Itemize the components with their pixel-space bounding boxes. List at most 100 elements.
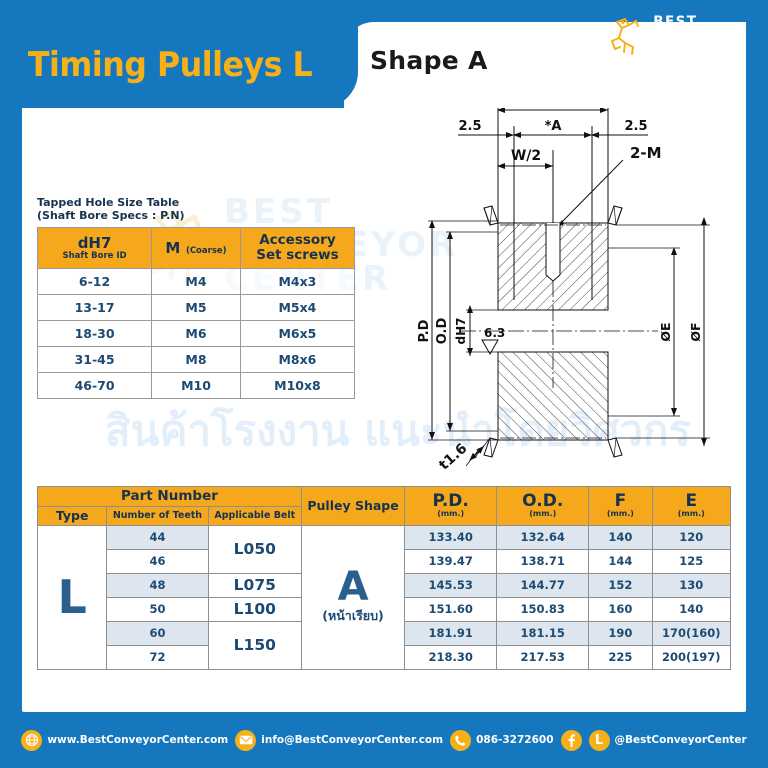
tapped-m-cell: M8 [151, 346, 241, 374]
spec-e-cell: 130 [651, 572, 732, 598]
tapped-bore-cell: 18-30 [36, 320, 153, 348]
spec-e-cell: 170(160) [651, 620, 732, 646]
footer-facebook-item[interactable] [560, 729, 582, 751]
brand-logo: BEST CONVEYOR CENTER [608, 13, 748, 58]
spec-col-od-unit: (mm.) [529, 508, 557, 518]
tapped-hole-col-bore: dH7 Shaft Bore ID [36, 226, 153, 270]
spec-pd-cell: 151.60 [404, 596, 498, 622]
spec-shape-value: A [337, 564, 369, 611]
spec-col-f: F (mm.) [588, 486, 653, 526]
table-row: 46-70 M10 M10x8 [36, 372, 356, 400]
spec-teeth-cell: 72 [106, 644, 209, 670]
spec-col-part-number: Part Number [37, 486, 302, 507]
envelope-icon [235, 729, 257, 751]
spec-belt-value: L100 [233, 600, 276, 619]
tapped-m-cell: M4 [151, 268, 241, 296]
spec-f-cell: 225 [588, 644, 653, 670]
tapped-bore-cell: 6-12 [36, 268, 153, 296]
spec-f-cell: 140 [588, 524, 653, 550]
tapped-m-cell: M5 [151, 294, 241, 322]
tapped-hole-col-m-main: M [165, 238, 181, 257]
dim-label-dh7: dH7 [454, 318, 468, 345]
spec-e-cell: 200(197) [651, 644, 732, 670]
spec-od-cell: 144.77 [496, 572, 590, 598]
specification-table-block: Part Number Pulley Shape P.D. (mm.) O.D.… [36, 486, 732, 670]
spec-col-e: E (mm.) [651, 486, 732, 526]
phone-icon [450, 729, 472, 751]
brand-logo-line3: CENTER [653, 40, 721, 58]
spec-belt-cell: L050 [207, 524, 302, 574]
spec-belt-cell: L150 [207, 620, 302, 670]
spec-teeth-cell: 44 [106, 524, 209, 550]
footer-website-item[interactable]: www.BestConveyorCenter.com [21, 729, 228, 751]
spec-type-cell: L [36, 524, 108, 670]
spec-col-pd: P.D. (mm.) [404, 486, 498, 526]
brand-logo-line1: BEST [653, 13, 698, 31]
spec-f-cell: 190 [588, 620, 653, 646]
spec-teeth-cell: 48 [106, 572, 209, 598]
spec-belt-value: L050 [233, 540, 276, 559]
tapped-screw-cell: M5x4 [239, 294, 356, 322]
facebook-icon [560, 729, 582, 751]
page-title: Timing Pulleys L [27, 45, 313, 85]
spec-belt-cell: L075 [207, 572, 302, 598]
table-row: 31-45 M8 M8x6 [36, 346, 356, 374]
spec-col-belt: Applicable Belt [207, 505, 302, 526]
tapped-hole-col-screw-line2: Set screws [256, 246, 339, 263]
brand-logo-text: BEST CONVEYOR CENTER [653, 13, 748, 58]
specification-table: Part Number Pulley Shape P.D. (mm.) O.D.… [36, 486, 732, 670]
spec-col-type: Type [36, 505, 108, 526]
dim-label-t16: t1.6 [436, 441, 470, 474]
spec-teeth-cell: 50 [106, 596, 209, 622]
spec-header-row-2: Type Number of Teeth Applicable Belt [36, 505, 731, 526]
tapped-hole-col-screw-line1: Accessory [259, 231, 336, 248]
spec-f-cell: 160 [588, 596, 653, 622]
tapped-hole-caption-line1: Tapped Hole Size Table [37, 196, 180, 209]
dim-label-a: *A [545, 119, 562, 134]
pulley-drawing-svg: *W *A 2.5 2.5 W/2 2-M [417, 94, 710, 474]
spec-e-cell: 125 [651, 548, 732, 574]
dim-label-od: O.D [435, 318, 450, 345]
spec-e-cell: 120 [651, 524, 732, 550]
spec-col-od: O.D. (mm.) [496, 486, 590, 526]
dim-label-pd: P.D [418, 319, 432, 342]
dim-label-left-25: 2.5 [458, 119, 481, 134]
spec-od-cell: 217.53 [496, 644, 590, 670]
spec-belt-cell: L100 [207, 596, 302, 622]
tapped-m-cell: M10 [151, 372, 241, 400]
dim-label-2m: 2-M [630, 144, 662, 162]
table-row: 18-30 M6 M6x5 [36, 320, 356, 348]
footer-phone-item[interactable]: 086-3272600 [450, 729, 554, 751]
table-row: 48 L075 145.53 144.77 152 130 [38, 572, 732, 598]
footer-line-item[interactable]: L @BestConveyorCenter [588, 729, 747, 751]
spec-belt-value: L150 [233, 636, 276, 655]
tapped-bore-cell: 31-45 [36, 346, 153, 374]
tapped-hole-table-block: Tapped Hole Size Table (Shaft Bore Specs… [36, 196, 356, 400]
spec-type-value: L [57, 570, 87, 625]
spec-shape-cell: A (หน้าเรียบ) [300, 524, 406, 670]
table-row: 72 218.30 217.53 225 200(197) [38, 644, 732, 670]
tapped-hole-caption-line2: (Shaft Bore Specs : P.N) [37, 209, 185, 223]
spec-e-cell: 140 [651, 596, 732, 622]
dim-label-dia-f: ØF [688, 322, 703, 341]
spec-od-cell: 181.15 [496, 620, 590, 646]
tapped-hole-caption: Tapped Hole Size Table (Shaft Bore Specs… [37, 196, 355, 223]
spec-col-pd-unit: (mm.) [437, 508, 465, 518]
tapped-screw-cell: M6x5 [239, 320, 356, 348]
tapped-hole-col-m: M (Coarse) [151, 226, 241, 270]
footer-email-item[interactable]: info@BestConveyorCenter.com [235, 729, 443, 751]
tapped-screw-cell: M10x8 [239, 372, 356, 400]
tapped-bore-cell: 46-70 [36, 372, 153, 400]
spec-col-e-label: E [685, 490, 698, 511]
dim-label-right-25: 2.5 [624, 119, 647, 134]
spec-od-cell: 138.71 [496, 548, 590, 574]
spec-pd-cell: 181.91 [404, 620, 498, 646]
spec-belt-value: L075 [233, 576, 276, 595]
conveyor-robot-icon [611, 18, 640, 56]
spec-pd-cell: 133.40 [404, 524, 498, 550]
footer-contact-bar: www.BestConveyorCenter.com info@BestConv… [0, 712, 768, 768]
table-row: 46 139.47 138.71 144 125 [38, 548, 732, 574]
line-icon: L [588, 729, 610, 751]
tapped-hole-table: dH7 Shaft Bore ID M (Coarse) Accessory S… [36, 226, 356, 400]
spec-pd-cell: 218.30 [404, 644, 498, 670]
